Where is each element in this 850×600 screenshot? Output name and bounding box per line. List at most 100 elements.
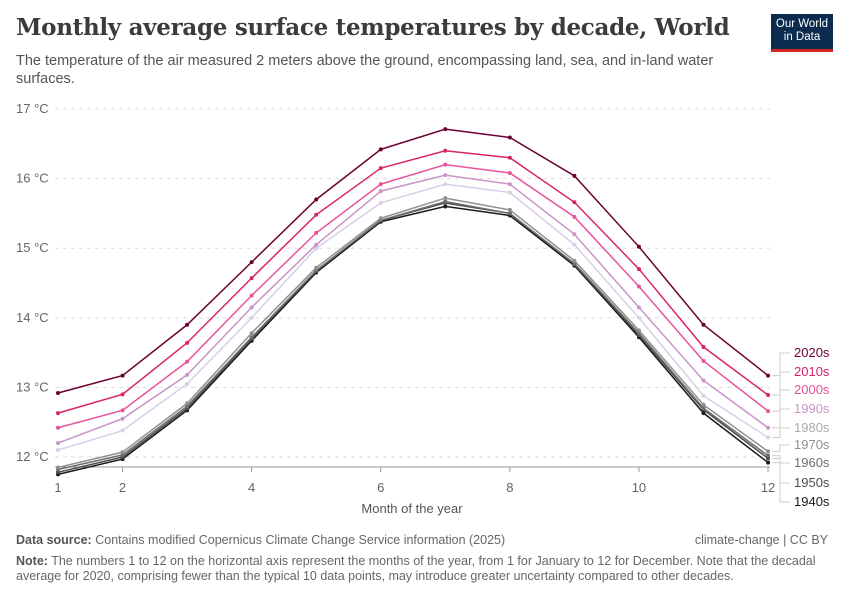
data-point-1970s [636, 328, 641, 333]
x-tick-label: 8 [506, 480, 513, 495]
data-point-1990s [443, 173, 448, 178]
legend-connector [772, 427, 790, 439]
data-point-2010s [636, 267, 641, 272]
data-point-2000s [249, 293, 254, 298]
data-point-1970s [766, 449, 771, 454]
data-point-2020s [249, 260, 254, 265]
data-point-1990s [56, 441, 60, 446]
chart-subtitle: The temperature of the air measured 2 me… [16, 53, 714, 87]
series-line-1950s [57, 202, 769, 474]
data-point-2010s [378, 166, 383, 171]
series-line-1960s [57, 200, 769, 471]
data-point-1990s [701, 378, 706, 383]
data-point-1980s [766, 435, 771, 440]
data-point-1970s [56, 465, 60, 470]
data-point-2020s [185, 322, 190, 327]
data-point-1990s [766, 425, 771, 430]
data-point-1940s [766, 460, 771, 465]
data-point-2010s [314, 212, 319, 217]
legend-connector [772, 371, 790, 396]
data-point-2020s [120, 373, 125, 378]
chart-title: Monthly average surface temperatures by … [16, 14, 730, 41]
data-point-2010s [572, 200, 577, 205]
data-point-1990s [572, 232, 577, 237]
series-line-2010s [57, 149, 769, 414]
data-point-1960s [120, 452, 125, 457]
legend-label-2000s: 2000s [794, 382, 830, 397]
x-tick-label: 2 [119, 480, 126, 495]
data-point-2020s [766, 373, 771, 378]
series-line-1980s [57, 183, 769, 451]
x-tick-label: 6 [377, 480, 384, 495]
data-point-2010s [56, 411, 60, 416]
data-point-1950s [766, 456, 771, 461]
data-point-2000s [636, 284, 641, 289]
data-point-1990s [378, 189, 383, 194]
x-tick-label: 10 [632, 480, 646, 495]
data-point-1960s [185, 404, 190, 409]
data-point-2010s [185, 340, 190, 345]
legend-connector [772, 352, 790, 377]
data-point-1980s [572, 242, 577, 247]
data-point-1980s [314, 246, 319, 251]
y-tick-label: 12 °C [16, 449, 49, 464]
note-text: The numbers 1 to 12 on the horizontal ax… [16, 554, 816, 583]
data-point-1980s [636, 315, 641, 320]
series-line-2020s [57, 128, 769, 394]
legend-connector [772, 457, 790, 484]
data-point-1990s [249, 305, 254, 310]
source-text[interactable]: Contains modified Copernicus Climate Cha… [95, 533, 506, 547]
data-point-2010s [701, 345, 706, 350]
license[interactable]: climate-change | CC BY [694, 533, 828, 547]
data-point-1960s [701, 406, 706, 411]
y-tick-label: 13 °C [16, 379, 49, 394]
data-point-2000s [378, 182, 383, 187]
data-point-1970s [572, 258, 577, 263]
data-point-2000s [572, 214, 577, 219]
legend-label-2010s: 2010s [794, 364, 830, 379]
legend-connector [772, 408, 790, 429]
legend-connector [772, 389, 790, 412]
note-label: Note: [16, 554, 48, 568]
series-line-1990s [57, 174, 769, 444]
data-point-2000s [120, 408, 125, 413]
y-tick-label: 14 °C [16, 310, 49, 325]
data-point-2020s [572, 173, 577, 178]
owid-logo[interactable]: Our World in Data [771, 14, 833, 52]
data-source: Data source: Contains modified Copernicu… [16, 533, 505, 547]
data-point-1970s [120, 450, 125, 455]
data-point-2000s [443, 162, 448, 167]
data-point-1950s [56, 470, 60, 475]
x-tick-label: 4 [248, 480, 255, 495]
data-point-1980s [120, 428, 125, 433]
data-point-1990s [507, 182, 512, 187]
data-point-1990s [120, 416, 125, 421]
data-point-2010s [249, 276, 254, 281]
data-point-1980s [507, 190, 512, 195]
data-point-1980s [701, 393, 706, 398]
data-point-2000s [766, 409, 771, 414]
data-point-2020s [314, 197, 319, 202]
data-point-2020s [56, 390, 60, 395]
data-point-2020s [636, 244, 641, 249]
data-point-1970s [443, 196, 448, 201]
data-point-1980s [56, 448, 60, 453]
data-point-1940s [443, 204, 448, 209]
data-point-1970s [249, 331, 254, 336]
data-point-2000s [185, 359, 190, 364]
legend-label-2020s: 2020s [794, 345, 830, 360]
data-point-2000s [507, 171, 512, 176]
legend-label-1950s: 1950s [794, 475, 830, 490]
data-point-2020s [507, 135, 512, 140]
y-tick-label: 15 °C [16, 240, 49, 255]
x-axis-label: Month of the year [361, 501, 463, 516]
series-line-1970s [57, 197, 769, 469]
data-point-2000s [56, 425, 60, 430]
source-label: Data source: [16, 533, 92, 547]
y-tick-label: 16 °C [16, 171, 49, 186]
legend-label-1940s: 1940s [794, 494, 830, 509]
y-tick-label: 17 °C [16, 101, 49, 116]
data-point-1960s [249, 335, 254, 340]
legend-connector [772, 444, 790, 452]
